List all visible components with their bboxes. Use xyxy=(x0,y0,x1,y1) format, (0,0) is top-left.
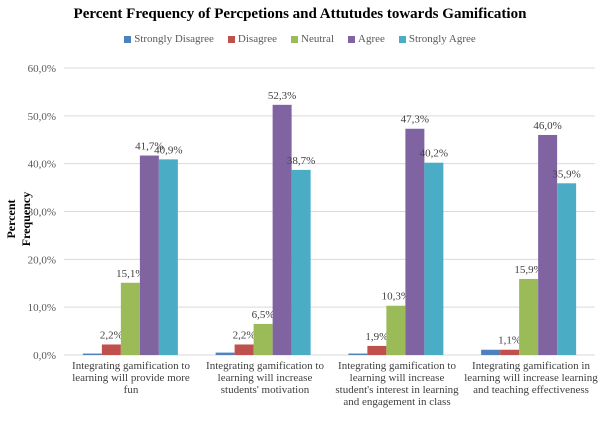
data-label: 52,3% xyxy=(268,90,296,102)
legend-label: Disagree xyxy=(237,33,278,45)
legend-label: Strongly Agree xyxy=(408,33,476,45)
bar xyxy=(158,159,178,355)
data-label: 15,1% xyxy=(116,268,144,280)
legend-item-strongly-agree: Strongly Agree xyxy=(398,33,476,45)
bar xyxy=(557,183,577,355)
data-label: 2,2% xyxy=(233,329,256,341)
bar xyxy=(120,282,140,355)
y-tick-label: 0,0% xyxy=(33,350,56,362)
legend-swatch xyxy=(124,35,132,43)
y-tick-label: 50,0% xyxy=(28,111,56,123)
data-label: 46,0% xyxy=(533,120,561,132)
bar xyxy=(348,353,368,355)
data-label: 6,5% xyxy=(252,309,275,321)
legend-item-disagree: Disagree xyxy=(227,33,278,45)
data-label: 35,9% xyxy=(552,168,580,180)
bar xyxy=(82,353,102,355)
bar xyxy=(405,128,425,355)
bar xyxy=(386,305,406,355)
y-tick-label: 30,0% xyxy=(28,207,56,219)
bar xyxy=(101,344,121,355)
x-category-label: Integrating gamification to learning wil… xyxy=(206,360,324,396)
data-label: 1,1% xyxy=(498,335,521,347)
bar xyxy=(291,169,311,355)
data-label: 1,9% xyxy=(365,331,388,343)
bar xyxy=(234,344,254,355)
legend-swatch xyxy=(291,35,299,43)
bar xyxy=(367,345,387,355)
data-label: 40,9% xyxy=(154,144,182,156)
legend-swatch xyxy=(348,35,355,43)
data-label: 41,7% xyxy=(135,141,163,153)
bar xyxy=(500,349,520,355)
y-tick-label: 10,0% xyxy=(28,302,56,314)
chart-title: Percent Frequency of Percpetions and Att… xyxy=(73,6,527,22)
bar xyxy=(139,155,159,355)
bar xyxy=(519,278,539,355)
data-label: 15,9% xyxy=(514,264,542,276)
bar xyxy=(253,323,273,355)
legend-label: Strongly Disagree xyxy=(134,33,214,45)
y-tick-label: 60,0% xyxy=(28,63,56,75)
legend: Strongly Disagree Disagree Neutral Agree… xyxy=(0,33,600,45)
legend-swatch xyxy=(227,35,235,43)
data-label: 47,3% xyxy=(401,114,429,126)
legend-item-agree: Agree xyxy=(348,33,385,45)
x-category-label: Integrating gamification to learning wil… xyxy=(72,360,190,396)
legend-item-neutral: Neutral xyxy=(291,33,334,45)
bar xyxy=(538,134,558,355)
legend-label: Neutral xyxy=(301,33,334,45)
x-category-label: Integrating gamification in learning wil… xyxy=(464,360,598,396)
data-label: 40,2% xyxy=(420,148,448,160)
legend-item-strongly-disagree: Strongly Disagree xyxy=(124,33,214,45)
x-category-label: Integrating gamification to learning wil… xyxy=(335,360,459,408)
bar xyxy=(481,349,501,355)
data-label: 38,7% xyxy=(287,155,315,167)
bar xyxy=(215,352,235,355)
y-tick-label: 20,0% xyxy=(28,254,56,266)
bar xyxy=(272,104,292,355)
bar xyxy=(424,162,444,355)
data-label: 2,2% xyxy=(100,329,123,341)
legend-swatch xyxy=(398,35,406,43)
data-label: 10,3% xyxy=(382,291,410,303)
legend-label: Agree xyxy=(358,33,385,45)
y-tick-label: 40,0% xyxy=(28,159,56,171)
